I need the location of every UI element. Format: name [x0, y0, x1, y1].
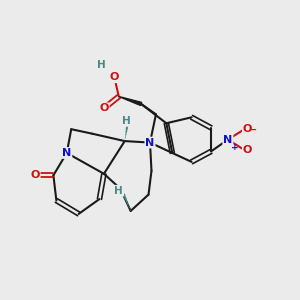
Text: N: N: [62, 148, 71, 158]
Text: N: N: [146, 138, 154, 148]
Text: O: O: [110, 72, 119, 82]
Text: H: H: [114, 186, 123, 196]
Text: H: H: [97, 60, 105, 70]
Text: O: O: [99, 103, 109, 113]
Text: +: +: [232, 142, 239, 152]
Text: O: O: [243, 124, 252, 134]
Text: H: H: [122, 116, 130, 126]
Text: −: −: [249, 125, 257, 135]
Text: O: O: [243, 145, 252, 155]
Text: O: O: [30, 170, 40, 180]
Polygon shape: [119, 97, 142, 106]
Text: N: N: [223, 135, 232, 145]
